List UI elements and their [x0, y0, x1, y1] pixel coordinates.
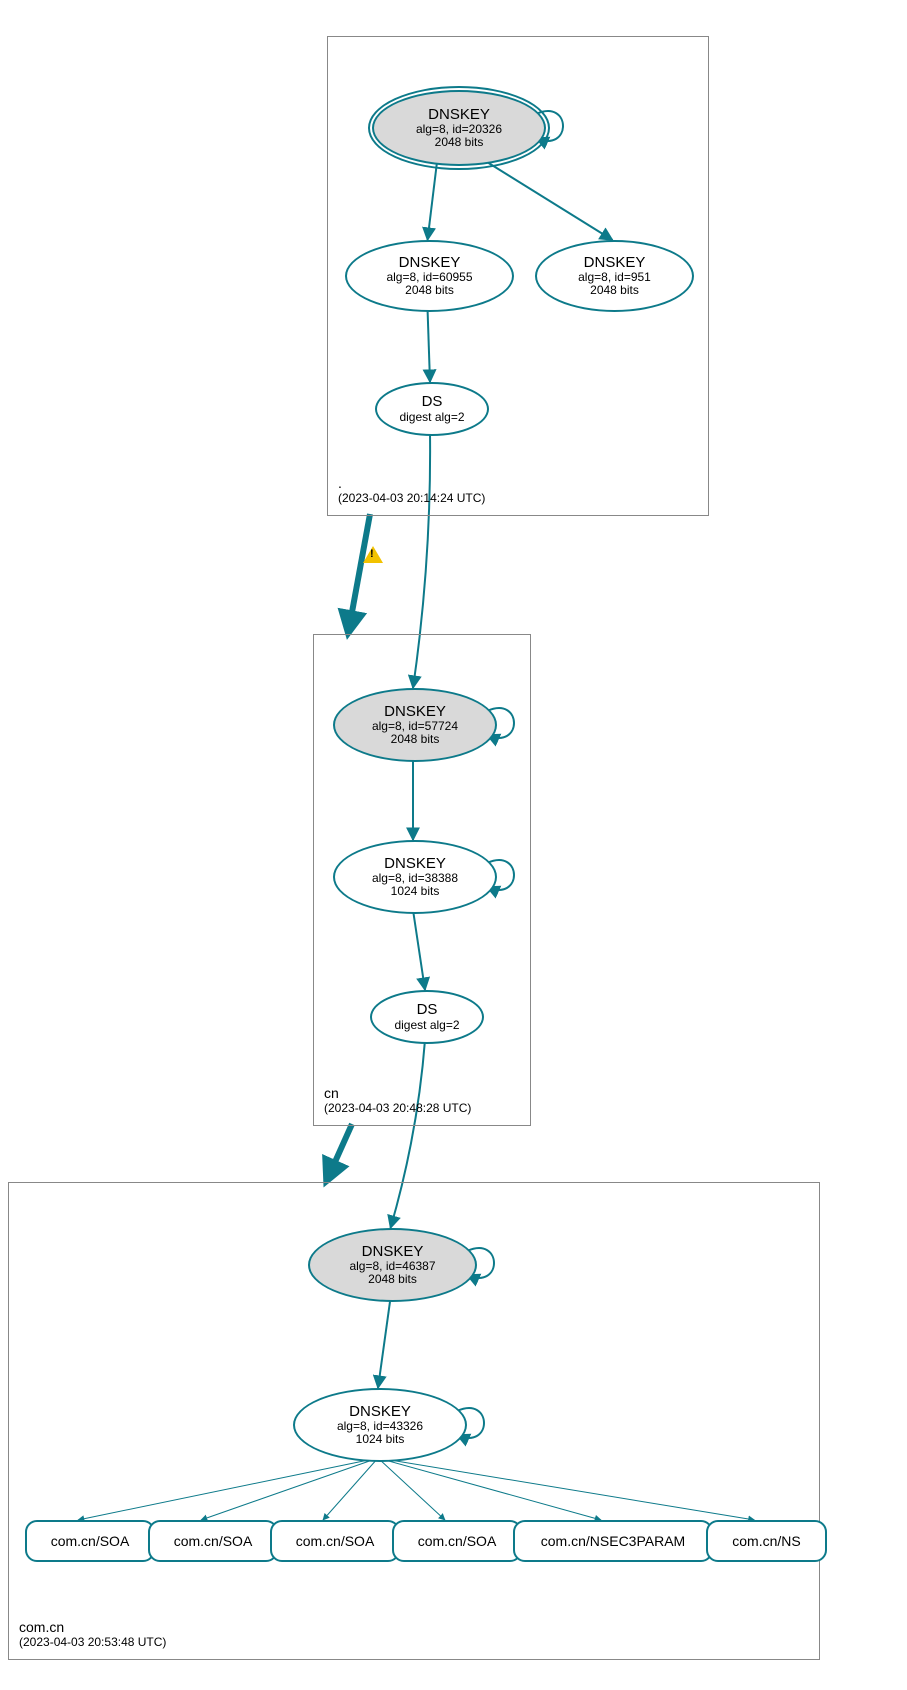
node-line3: 2048 bits	[391, 733, 440, 746]
record-node: com.cn/SOA	[148, 1520, 278, 1562]
zone-name: cn	[324, 1085, 471, 1101]
zone-timestamp: (2023-04-03 20:48:28 UTC)	[324, 1101, 471, 1115]
record-node: com.cn/NSEC3PARAM	[513, 1520, 713, 1562]
node-title: DNSKEY	[362, 1244, 424, 1261]
node-line3: 1024 bits	[391, 885, 440, 898]
node-title: DNSKEY	[384, 856, 446, 873]
node-line3: 2048 bits	[435, 136, 484, 149]
record-node: com.cn/SOA	[392, 1520, 522, 1562]
node-title: DNSKEY	[584, 255, 646, 272]
zone-label: com.cn(2023-04-03 20:53:48 UTC)	[19, 1619, 166, 1649]
node-line2: alg=8, id=20326	[416, 123, 502, 136]
node-title: DNSKEY	[428, 107, 490, 124]
record-node: com.cn/SOA	[270, 1520, 400, 1562]
zone-name: com.cn	[19, 1619, 166, 1635]
node-line2: digest alg=2	[394, 1019, 459, 1032]
node-line3: 2048 bits	[368, 1273, 417, 1286]
dnskey-node: DNSKEYalg=8, id=383881024 bits	[333, 840, 497, 914]
node-line3: 2048 bits	[405, 284, 454, 297]
node-line3: 1024 bits	[356, 1433, 405, 1446]
node-title: DNSKEY	[384, 704, 446, 721]
node-line2: digest alg=2	[399, 411, 464, 424]
zone-label: cn(2023-04-03 20:48:28 UTC)	[324, 1085, 471, 1115]
node-line3: 2048 bits	[590, 284, 639, 297]
record-node: com.cn/SOA	[25, 1520, 155, 1562]
node-title: DNSKEY	[349, 1404, 411, 1421]
dnskey-node: DNSKEYalg=8, id=577242048 bits	[333, 688, 497, 762]
zone-timestamp: (2023-04-03 20:14:24 UTC)	[338, 491, 485, 505]
zone-label: .(2023-04-03 20:14:24 UTC)	[338, 475, 485, 505]
dnskey-node: DNSKEYalg=8, id=433261024 bits	[293, 1388, 467, 1462]
record-node: com.cn/NS	[706, 1520, 827, 1562]
dnskey-node: DNSKEYalg=8, id=203262048 bits	[372, 90, 546, 166]
warning-icon	[363, 546, 383, 563]
dnskey-node: DNSKEYalg=8, id=609552048 bits	[345, 240, 514, 312]
node-title: DNSKEY	[399, 255, 461, 272]
zone-timestamp: (2023-04-03 20:53:48 UTC)	[19, 1635, 166, 1649]
dnskey-node: DSdigest alg=2	[375, 382, 489, 436]
dnskey-node: DNSKEYalg=8, id=463872048 bits	[308, 1228, 477, 1302]
zone-name: .	[338, 475, 485, 491]
node-title: DS	[422, 394, 443, 411]
node-title: DS	[417, 1002, 438, 1019]
dnskey-node: DNSKEYalg=8, id=9512048 bits	[535, 240, 694, 312]
dnskey-node: DSdigest alg=2	[370, 990, 484, 1044]
